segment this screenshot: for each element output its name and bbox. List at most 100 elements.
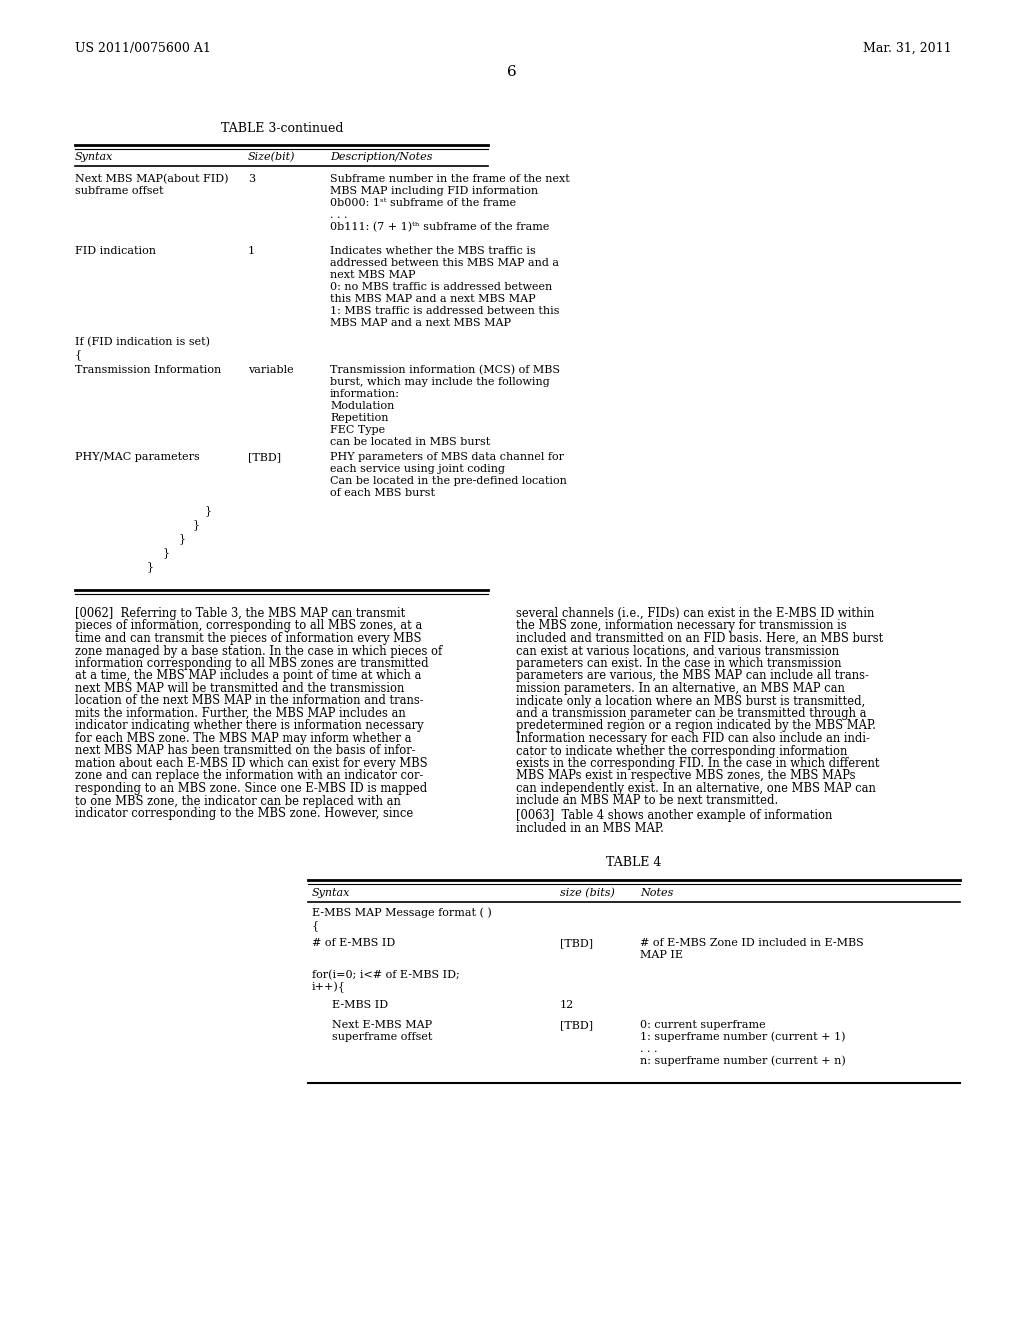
Text: 1: MBS traffic is addressed between this: 1: MBS traffic is addressed between this (330, 306, 559, 315)
Text: variable: variable (248, 366, 294, 375)
Text: {: { (75, 348, 82, 360)
Text: can exist at various locations, and various transmission: can exist at various locations, and vari… (516, 644, 839, 657)
Text: several channels (i.e., FIDs) can exist in the E-MBS ID within: several channels (i.e., FIDs) can exist … (516, 607, 874, 620)
Text: FID indication: FID indication (75, 246, 156, 256)
Text: E-MBS MAP Message format ( ): E-MBS MAP Message format ( ) (312, 907, 492, 917)
Text: exists in the corresponding FID. In the case in which different: exists in the corresponding FID. In the … (516, 756, 880, 770)
Text: # of E-MBS ID: # of E-MBS ID (312, 939, 395, 948)
Text: MBS MAPs exist in respective MBS zones, the MBS MAPs: MBS MAPs exist in respective MBS zones, … (516, 770, 855, 783)
Text: PHY/MAC parameters: PHY/MAC parameters (75, 451, 200, 462)
Text: predetermined region or a region indicated by the MBS MAP.: predetermined region or a region indicat… (516, 719, 876, 733)
Text: included and transmitted on an FID basis. Here, an MBS burst: included and transmitted on an FID basis… (516, 632, 884, 645)
Text: n: superframe number (current + n): n: superframe number (current + n) (640, 1056, 846, 1067)
Text: E-MBS ID: E-MBS ID (332, 1001, 388, 1010)
Text: Size(bit): Size(bit) (248, 152, 296, 162)
Text: US 2011/0075600 A1: US 2011/0075600 A1 (75, 42, 211, 55)
Text: {: { (312, 920, 319, 931)
Text: responding to an MBS zone. Since one E-MBS ID is mapped: responding to an MBS zone. Since one E-M… (75, 781, 427, 795)
Text: TABLE 4: TABLE 4 (606, 855, 662, 869)
Text: TABLE 3-continued: TABLE 3-continued (221, 121, 343, 135)
Text: the MBS zone, information necessary for transmission is: the MBS zone, information necessary for … (516, 619, 847, 632)
Text: each service using joint coding: each service using joint coding (330, 465, 505, 474)
Text: Information necessary for each FID can also include an indi-: Information necessary for each FID can a… (516, 733, 869, 744)
Text: for(i=0; i<# of E-MBS ID;: for(i=0; i<# of E-MBS ID; (312, 970, 460, 979)
Text: [0063]  Table 4 shows another example of information: [0063] Table 4 shows another example of … (516, 809, 833, 822)
Text: 1: 1 (248, 246, 255, 256)
Text: Next E-MBS MAP: Next E-MBS MAP (332, 1020, 432, 1030)
Text: Notes: Notes (640, 888, 674, 898)
Text: mation about each E-MBS ID which can exist for every MBS: mation about each E-MBS ID which can exi… (75, 756, 428, 770)
Text: Syntax: Syntax (75, 152, 114, 162)
Text: zone managed by a base station. In the case in which pieces of: zone managed by a base station. In the c… (75, 644, 442, 657)
Text: zone and can replace the information with an indicator cor-: zone and can replace the information wit… (75, 770, 423, 783)
Text: 0: current superframe: 0: current superframe (640, 1020, 766, 1030)
Text: [0062]  Referring to Table 3, the MBS MAP can transmit: [0062] Referring to Table 3, the MBS MAP… (75, 607, 406, 620)
Text: to one MBS zone, the indicator can be replaced with an: to one MBS zone, the indicator can be re… (75, 795, 400, 808)
Text: }: } (147, 561, 155, 572)
Text: 12: 12 (560, 1001, 574, 1010)
Text: next MBS MAP has been transmitted on the basis of infor-: next MBS MAP has been transmitted on the… (75, 744, 416, 758)
Text: this MBS MAP and a next MBS MAP: this MBS MAP and a next MBS MAP (330, 294, 536, 304)
Text: . . .: . . . (330, 210, 347, 220)
Text: pieces of information, corresponding to all MBS zones, at a: pieces of information, corresponding to … (75, 619, 422, 632)
Text: [TBD]: [TBD] (248, 451, 282, 462)
Text: Repetition: Repetition (330, 413, 388, 422)
Text: Indicates whether the MBS traffic is: Indicates whether the MBS traffic is (330, 246, 536, 256)
Text: Mar. 31, 2011: Mar. 31, 2011 (863, 42, 952, 55)
Text: Syntax: Syntax (312, 888, 350, 898)
Text: [TBD]: [TBD] (560, 939, 593, 948)
Text: }: } (179, 533, 186, 544)
Text: }: } (205, 506, 212, 516)
Text: for each MBS zone. The MBS MAP may inform whether a: for each MBS zone. The MBS MAP may infor… (75, 733, 412, 744)
Text: information:: information: (330, 389, 400, 399)
Text: addressed between this MBS MAP and a: addressed between this MBS MAP and a (330, 257, 559, 268)
Text: include an MBS MAP to be next transmitted.: include an MBS MAP to be next transmitte… (516, 795, 778, 808)
Text: MBS MAP including FID information: MBS MAP including FID information (330, 186, 539, 195)
Text: MAP IE: MAP IE (640, 950, 683, 960)
Text: mission parameters. In an alternative, an MBS MAP can: mission parameters. In an alternative, a… (516, 682, 845, 696)
Text: Transmission Information: Transmission Information (75, 366, 221, 375)
Text: subframe offset: subframe offset (75, 186, 164, 195)
Text: 0: no MBS traffic is addressed between: 0: no MBS traffic is addressed between (330, 282, 552, 292)
Text: 1: superframe number (current + 1): 1: superframe number (current + 1) (640, 1031, 846, 1041)
Text: mits the information. Further, the MBS MAP includes an: mits the information. Further, the MBS M… (75, 708, 406, 719)
Text: next MBS MAP: next MBS MAP (330, 271, 416, 280)
Text: [TBD]: [TBD] (560, 1020, 593, 1030)
Text: indicator indicating whether there is information necessary: indicator indicating whether there is in… (75, 719, 424, 733)
Text: next MBS MAP will be transmitted and the transmission: next MBS MAP will be transmitted and the… (75, 682, 404, 696)
Text: Transmission information (MCS) of MBS: Transmission information (MCS) of MBS (330, 364, 560, 375)
Text: parameters can exist. In the case in which transmission: parameters can exist. In the case in whi… (516, 657, 842, 671)
Text: Can be located in the pre-defined location: Can be located in the pre-defined locati… (330, 477, 567, 486)
Text: PHY parameters of MBS data channel for: PHY parameters of MBS data channel for (330, 451, 564, 462)
Text: Description/Notes: Description/Notes (330, 152, 432, 162)
Text: can be located in MBS burst: can be located in MBS burst (330, 437, 490, 447)
Text: 6: 6 (507, 65, 517, 79)
Text: Next MBS MAP(about FID): Next MBS MAP(about FID) (75, 174, 228, 183)
Text: information corresponding to all MBS zones are transmitted: information corresponding to all MBS zon… (75, 657, 429, 671)
Text: i++){: i++){ (312, 982, 346, 993)
Text: location of the next MBS MAP in the information and trans-: location of the next MBS MAP in the info… (75, 694, 424, 708)
Text: included in an MBS MAP.: included in an MBS MAP. (516, 821, 664, 834)
Text: # of E-MBS Zone ID included in E-MBS: # of E-MBS Zone ID included in E-MBS (640, 939, 864, 948)
Text: time and can transmit the pieces of information every MBS: time and can transmit the pieces of info… (75, 632, 422, 645)
Text: 0b000: 1ˢᵗ subframe of the frame: 0b000: 1ˢᵗ subframe of the frame (330, 198, 516, 209)
Text: Modulation: Modulation (330, 401, 394, 411)
Text: }: } (163, 546, 170, 558)
Text: If (FID indication is set): If (FID indication is set) (75, 337, 210, 347)
Text: FEC Type: FEC Type (330, 425, 385, 436)
Text: 3: 3 (248, 174, 255, 183)
Text: cator to indicate whether the corresponding information: cator to indicate whether the correspond… (516, 744, 848, 758)
Text: }: } (193, 519, 200, 529)
Text: size (bits): size (bits) (560, 887, 614, 898)
Text: . . .: . . . (640, 1044, 657, 1053)
Text: MBS MAP and a next MBS MAP: MBS MAP and a next MBS MAP (330, 318, 511, 327)
Text: parameters are various, the MBS MAP can include all trans-: parameters are various, the MBS MAP can … (516, 669, 869, 682)
Text: indicate only a location where an MBS burst is transmitted,: indicate only a location where an MBS bu… (516, 694, 865, 708)
Text: at a time, the MBS MAP includes a point of time at which a: at a time, the MBS MAP includes a point … (75, 669, 421, 682)
Text: and a transmission parameter can be transmitted through a: and a transmission parameter can be tran… (516, 708, 866, 719)
Text: superframe offset: superframe offset (332, 1032, 432, 1041)
Text: can independently exist. In an alternative, one MBS MAP can: can independently exist. In an alternati… (516, 781, 876, 795)
Text: Subframe number in the frame of the next: Subframe number in the frame of the next (330, 174, 569, 183)
Text: of each MBS burst: of each MBS burst (330, 488, 435, 498)
Text: indicator corresponding to the MBS zone. However, since: indicator corresponding to the MBS zone.… (75, 807, 414, 820)
